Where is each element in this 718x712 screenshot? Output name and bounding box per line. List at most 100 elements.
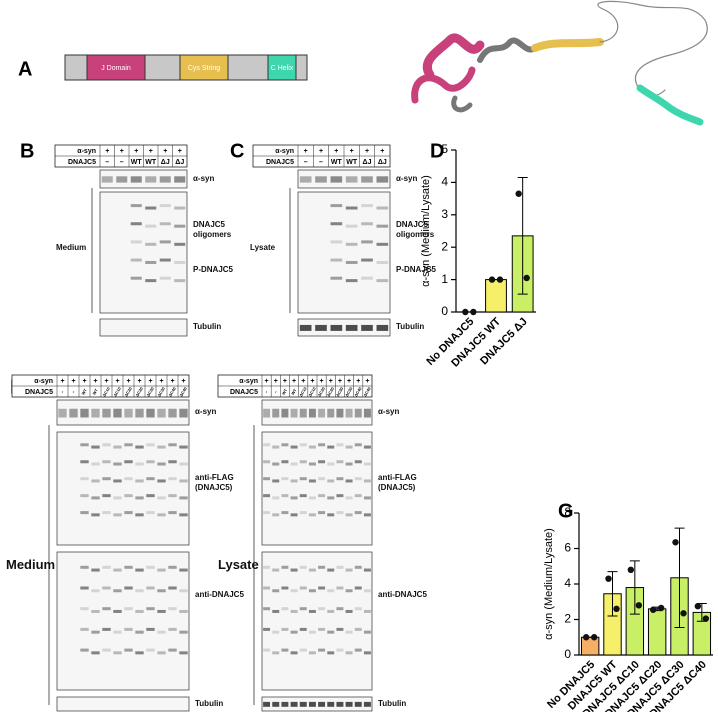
blot-band — [263, 460, 271, 464]
blot-band — [315, 176, 327, 183]
blot-band — [102, 408, 111, 418]
blot-band — [345, 324, 358, 331]
blot-band — [299, 648, 307, 652]
blot-band — [281, 627, 289, 631]
blot-band — [290, 479, 298, 483]
lane-label: + — [304, 148, 308, 155]
data-point — [649, 606, 657, 613]
blot-band — [345, 609, 353, 613]
blot-band — [168, 586, 177, 590]
blot-band — [361, 204, 373, 208]
blot-band — [290, 462, 298, 466]
blot-band — [145, 279, 157, 283]
blot-band — [345, 462, 353, 466]
blot-side-label: α-syn — [193, 174, 215, 183]
blot-side-label: Tubulin — [396, 322, 425, 331]
y-tick-label: 4 — [441, 175, 448, 189]
blot-band — [345, 568, 353, 572]
lane-label: + — [365, 378, 369, 385]
blot-band — [330, 276, 343, 280]
error-bar — [607, 571, 618, 617]
blot-band — [113, 513, 122, 517]
blot-band — [318, 408, 326, 418]
blot-band — [159, 276, 171, 280]
lane-label: + — [365, 148, 369, 155]
condition-label: DNAJC5 — [25, 389, 53, 396]
lane-label: + — [93, 378, 97, 385]
blot-band — [354, 460, 362, 464]
blot-band — [299, 586, 307, 590]
y-tick-label: 8 — [564, 505, 571, 519]
lane-label: + — [292, 378, 296, 385]
blot-side-label: anti-DNAJC5 — [195, 590, 244, 599]
blot-band — [290, 445, 298, 449]
blot-band — [336, 586, 344, 590]
y-tick-label: 5 — [441, 142, 448, 156]
blot-band — [345, 445, 353, 449]
error-bar — [517, 177, 528, 295]
blot-band — [91, 609, 100, 613]
blot-band — [281, 586, 289, 590]
blot-band — [113, 462, 122, 466]
data-point — [702, 615, 710, 622]
blot-band — [345, 701, 353, 707]
blot-band — [327, 568, 335, 572]
blot-band — [318, 627, 326, 631]
bar — [485, 279, 507, 313]
blot-band — [281, 408, 289, 418]
blot-image — [56, 431, 190, 546]
blot-image — [261, 551, 373, 691]
blot-band — [327, 589, 335, 593]
lane-label: ΔJ — [363, 159, 372, 166]
blot-band — [159, 222, 171, 226]
blot-band — [130, 222, 142, 226]
lane-label: + — [137, 378, 141, 385]
blot-band — [102, 511, 111, 515]
lane-label: + — [319, 148, 323, 155]
blot-band — [299, 176, 312, 183]
lane-label: + — [338, 378, 342, 385]
domain-label: Cys String — [188, 65, 220, 72]
blot-band — [272, 479, 280, 483]
lane-label: + — [265, 378, 269, 385]
blot-band — [308, 513, 316, 517]
blot-band — [299, 494, 307, 498]
lane-label: + — [283, 378, 287, 385]
blot-band — [263, 494, 271, 498]
blot-band — [102, 477, 111, 481]
blot-band — [91, 568, 100, 572]
blot-band — [135, 630, 144, 634]
lane-label: ΔC30 — [145, 385, 155, 397]
blot-band — [146, 511, 155, 515]
lane-label: WT — [80, 387, 88, 395]
blot-band — [308, 445, 316, 449]
blot-band — [299, 607, 307, 611]
lane-label: – — [70, 389, 76, 394]
lane-label: ΔC20 — [316, 385, 326, 397]
lane-label: + — [104, 378, 108, 385]
blot-band — [179, 609, 188, 613]
blot-band — [330, 324, 343, 331]
blot-band — [145, 224, 157, 228]
blot-band — [102, 586, 111, 590]
blot-band — [315, 324, 327, 331]
blot-band — [80, 648, 89, 652]
blot-band — [299, 324, 312, 331]
blot-band — [330, 222, 343, 226]
blot-image — [56, 696, 190, 712]
y-tick-label: 3 — [441, 207, 448, 221]
blot-band — [354, 627, 362, 631]
blot-band — [80, 443, 89, 447]
blot-band — [179, 651, 188, 655]
blot-band — [168, 477, 177, 481]
blot-band — [179, 568, 188, 572]
blot-band — [124, 443, 133, 447]
blot-band — [135, 568, 144, 572]
blot-band — [113, 496, 122, 500]
sample-label: Medium — [6, 557, 56, 572]
blot-band — [91, 408, 100, 418]
lane-label: + — [320, 378, 324, 385]
blot-band — [159, 258, 171, 262]
blot-band — [354, 701, 362, 707]
